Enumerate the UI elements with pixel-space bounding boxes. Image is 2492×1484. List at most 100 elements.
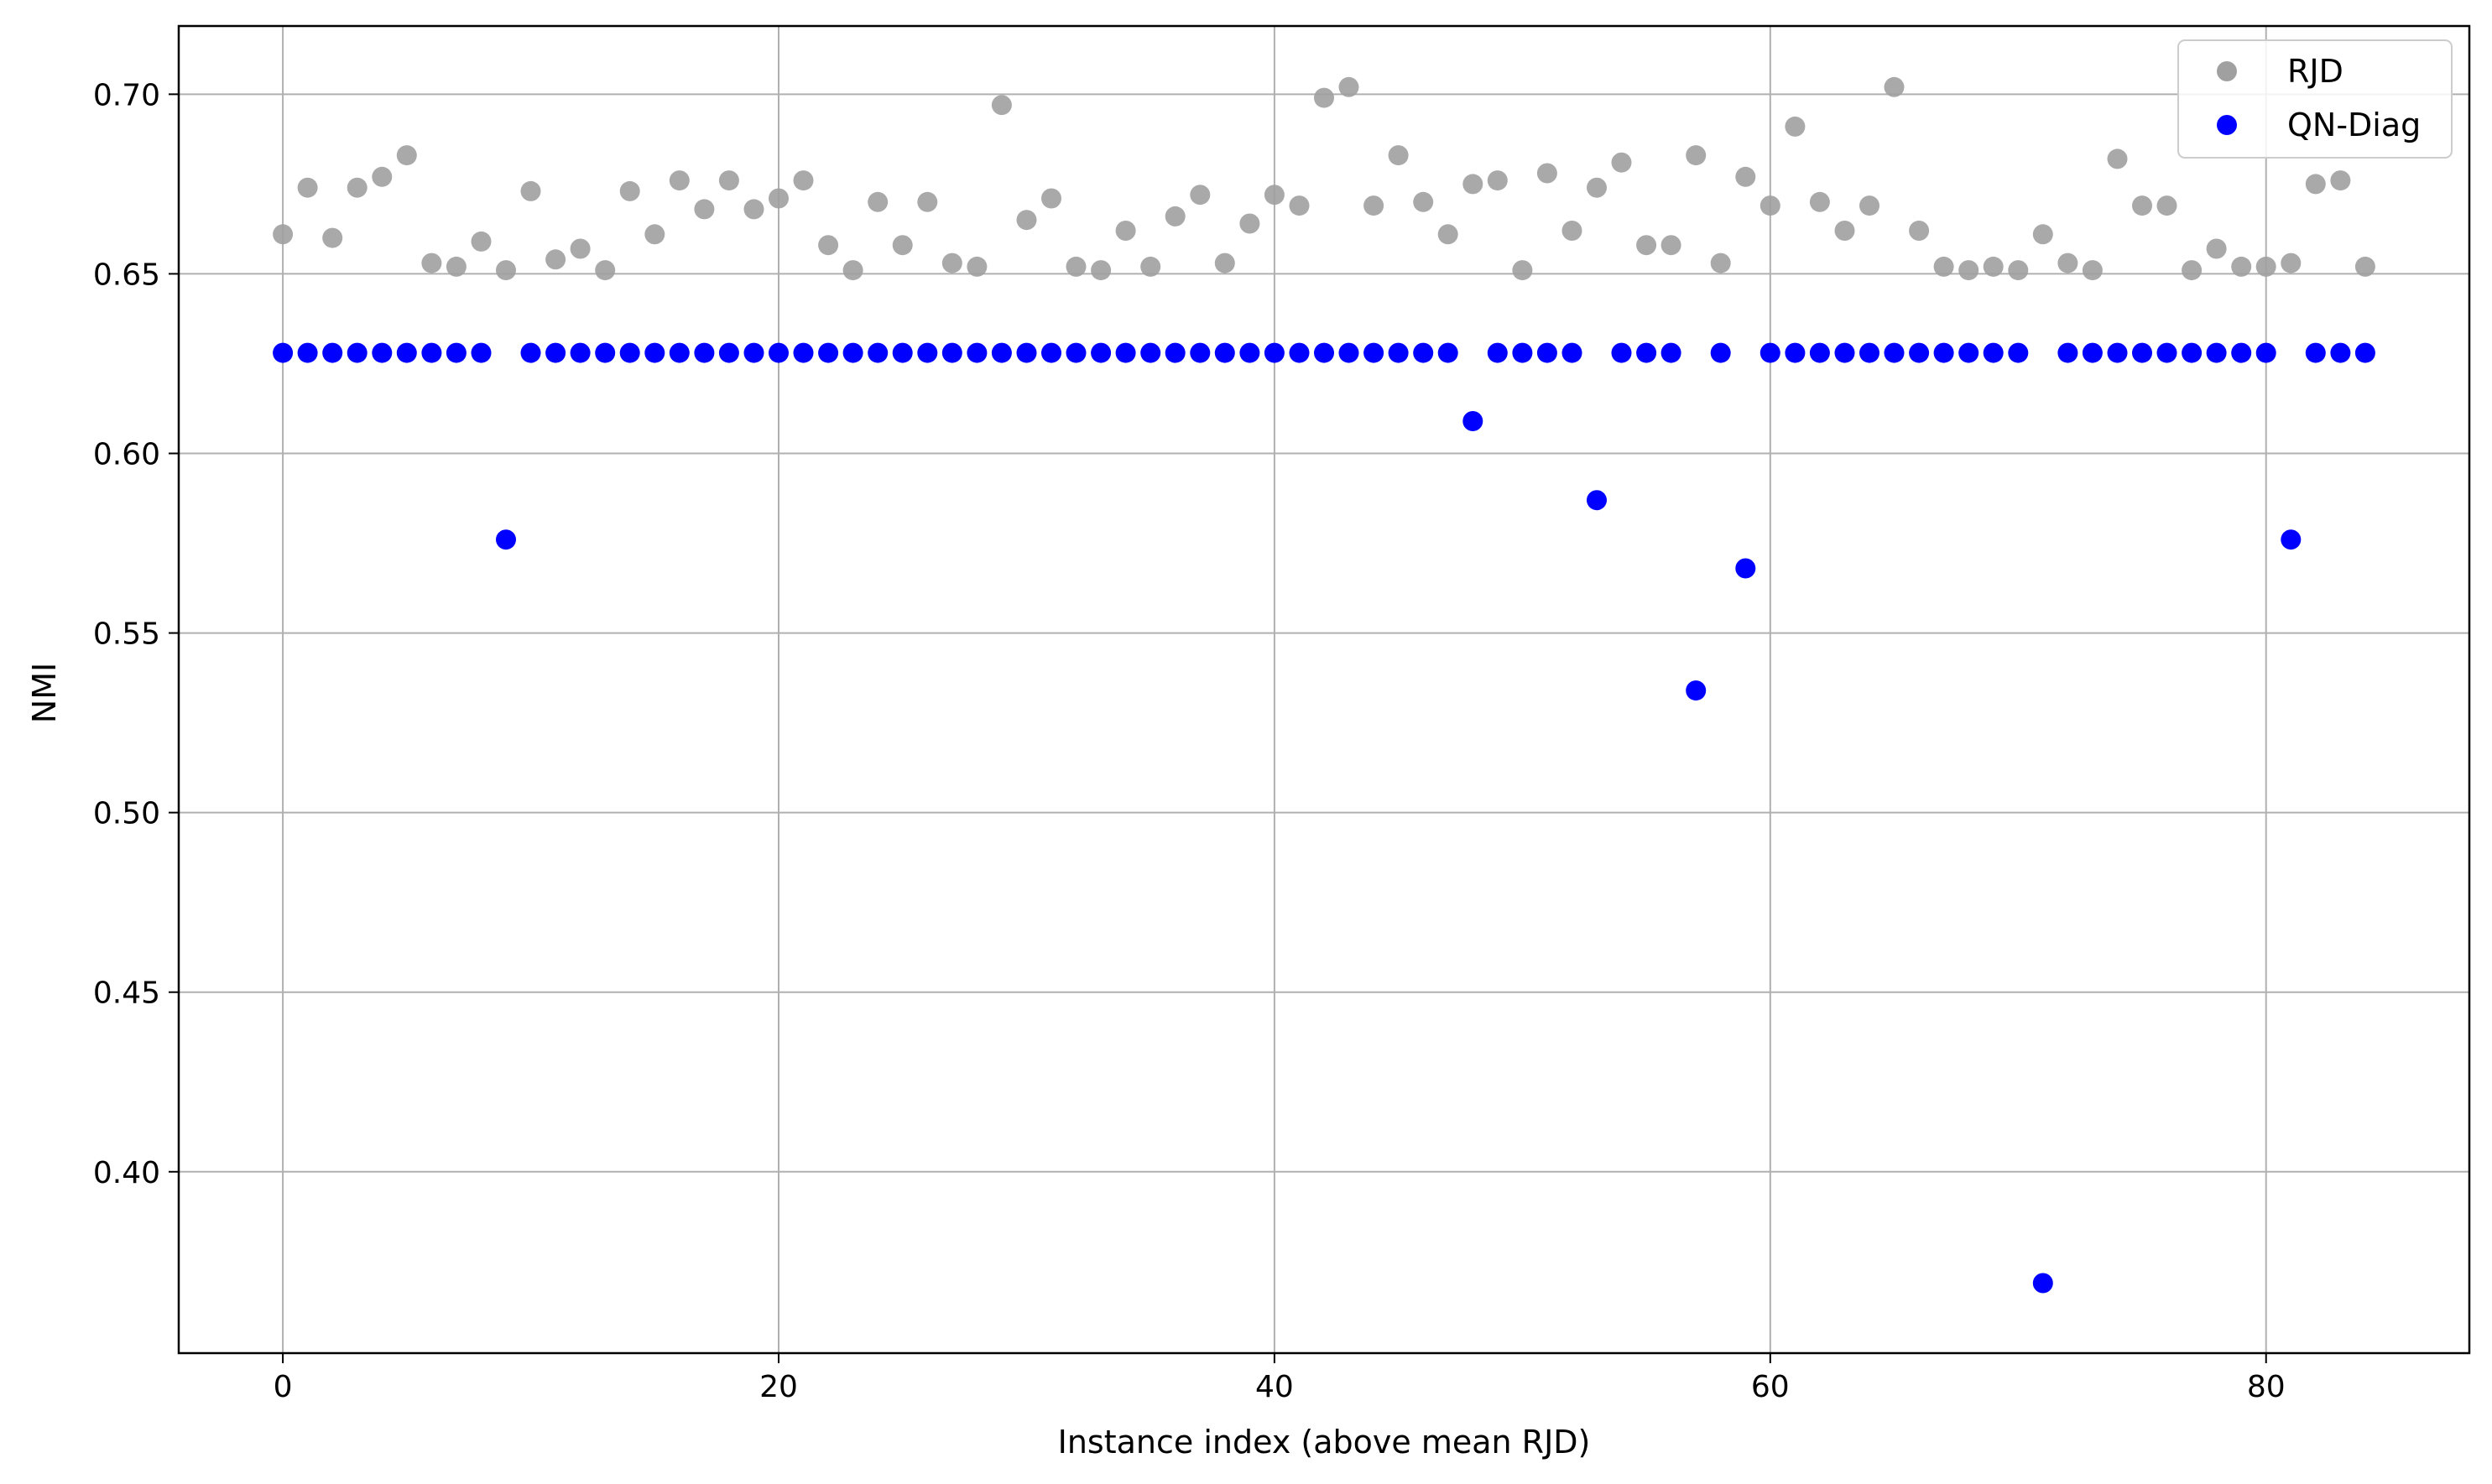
data-point [2231,256,2252,277]
data-point [1413,191,1434,212]
data-point [1066,342,1087,363]
data-point [2330,342,2351,363]
data-point [892,235,913,256]
data-point [1016,210,1037,231]
series-rjd [273,76,2375,281]
data-point [669,170,690,191]
data-point [1140,342,1161,363]
y-tick-label: 0.60 [93,437,160,471]
data-point [2305,174,2326,195]
data-point [347,177,368,198]
data-point [595,342,616,363]
data-point [1536,342,1557,363]
data-point [1834,221,1855,241]
data-point [273,342,294,363]
data-point [570,238,591,259]
data-point [743,199,764,220]
data-point [595,260,616,281]
data-point [619,342,640,363]
data-point [520,342,541,363]
data-point [496,260,516,281]
data-point [1686,145,1707,166]
data-point [1512,342,1533,363]
data-point [1462,411,1483,431]
data-point [1066,256,1087,277]
data-point [1190,185,1211,206]
data-point [471,342,492,363]
data-point [1611,342,1632,363]
data-point [2132,195,2152,216]
data-point [2206,238,2227,259]
data-point [2354,256,2375,277]
data-point [769,342,789,363]
data-point [1264,342,1285,363]
data-point [2032,224,2053,245]
data-point [2107,342,2128,363]
data-point [446,342,467,363]
data-point [1115,221,1136,241]
x-tick-label: 60 [1751,1370,1790,1404]
data-point [1487,342,1508,363]
data-point [1611,152,1632,173]
data-point [991,342,1012,363]
legend-label-qn-diag: QN-Diag [2287,107,2421,143]
data-point [1041,188,1061,209]
data-point [520,180,541,201]
data-point [1487,170,1508,191]
data-point [1636,342,1657,363]
data-point [2255,342,2276,363]
data-point [1809,191,1830,212]
data-point [1587,177,1607,198]
data-point [372,342,393,363]
data-point [496,529,516,550]
data-point [2156,342,2177,363]
y-axis-label: NMI [26,663,63,723]
data-point [2330,170,2351,191]
legend-label-rjd: RJD [2287,53,2343,90]
data-point [1859,342,1879,363]
legend-marker-qn-diag [2217,115,2237,135]
data-point [297,342,318,363]
data-point [1091,260,1112,281]
axis-ticks: 0 20 40 60 80 0.40 0.45 0.50 0.55 0.60 0.65 0.70 [93,78,2286,1404]
data-point [1909,221,1930,241]
data-point [1760,195,1780,216]
y-tick-label: 0.40 [93,1156,160,1190]
data-point [1561,221,1582,241]
data-point [1437,342,1458,363]
data-point [1239,213,1260,234]
data-point [2231,342,2252,363]
data-point [1264,185,1285,206]
data-point [2354,342,2375,363]
data-point [1363,342,1384,363]
data-point [1958,342,1979,363]
series-qn-diag [273,342,2375,1294]
data-point [1214,253,1235,273]
data-point [1165,342,1186,363]
x-tick-label: 0 [274,1370,293,1404]
data-point [769,188,789,209]
legend: RJD QN-Diag [2177,39,2453,159]
data-point [868,342,889,363]
data-point [743,342,764,363]
data-point [793,170,814,191]
data-point [1760,342,1780,363]
data-point [1785,342,1806,363]
x-tick-label: 40 [1255,1370,1294,1404]
data-point [2082,342,2103,363]
data-point [1735,166,1756,187]
data-point [2305,342,2326,363]
data-point [1859,195,1879,216]
plot-frame [177,24,2471,1355]
data-point [1091,342,1112,363]
data-point [1437,224,1458,245]
data-point [545,249,566,270]
data-point [1983,256,2004,277]
data-point [2008,260,2029,281]
data-point [372,166,393,187]
data-point [2255,256,2276,277]
data-point [1785,116,1806,137]
data-point [1710,253,1731,273]
